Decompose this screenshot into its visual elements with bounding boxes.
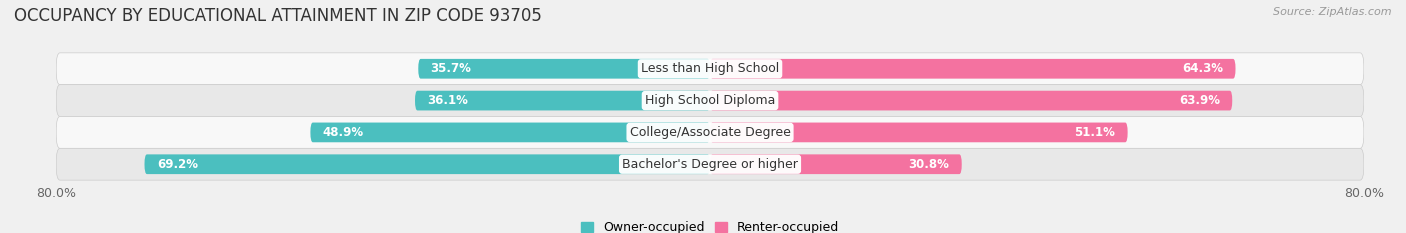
Text: 30.8%: 30.8% — [908, 158, 949, 171]
FancyBboxPatch shape — [710, 59, 1236, 79]
Text: 36.1%: 36.1% — [427, 94, 468, 107]
FancyBboxPatch shape — [415, 91, 710, 110]
FancyBboxPatch shape — [145, 154, 710, 174]
Text: OCCUPANCY BY EDUCATIONAL ATTAINMENT IN ZIP CODE 93705: OCCUPANCY BY EDUCATIONAL ATTAINMENT IN Z… — [14, 7, 541, 25]
Text: 63.9%: 63.9% — [1180, 94, 1220, 107]
Text: 51.1%: 51.1% — [1074, 126, 1115, 139]
Text: Bachelor's Degree or higher: Bachelor's Degree or higher — [621, 158, 799, 171]
Text: College/Associate Degree: College/Associate Degree — [630, 126, 790, 139]
Text: 64.3%: 64.3% — [1182, 62, 1223, 75]
FancyBboxPatch shape — [710, 154, 962, 174]
FancyBboxPatch shape — [56, 85, 1364, 116]
Text: Source: ZipAtlas.com: Source: ZipAtlas.com — [1274, 7, 1392, 17]
FancyBboxPatch shape — [56, 148, 1364, 180]
Text: Less than High School: Less than High School — [641, 62, 779, 75]
FancyBboxPatch shape — [710, 123, 1128, 142]
Text: 48.9%: 48.9% — [322, 126, 364, 139]
Text: 69.2%: 69.2% — [156, 158, 198, 171]
FancyBboxPatch shape — [56, 116, 1364, 148]
FancyBboxPatch shape — [418, 59, 710, 79]
FancyBboxPatch shape — [56, 53, 1364, 85]
FancyBboxPatch shape — [311, 123, 710, 142]
Text: High School Diploma: High School Diploma — [645, 94, 775, 107]
Text: 35.7%: 35.7% — [430, 62, 471, 75]
Legend: Owner-occupied, Renter-occupied: Owner-occupied, Renter-occupied — [581, 221, 839, 233]
FancyBboxPatch shape — [710, 91, 1232, 110]
